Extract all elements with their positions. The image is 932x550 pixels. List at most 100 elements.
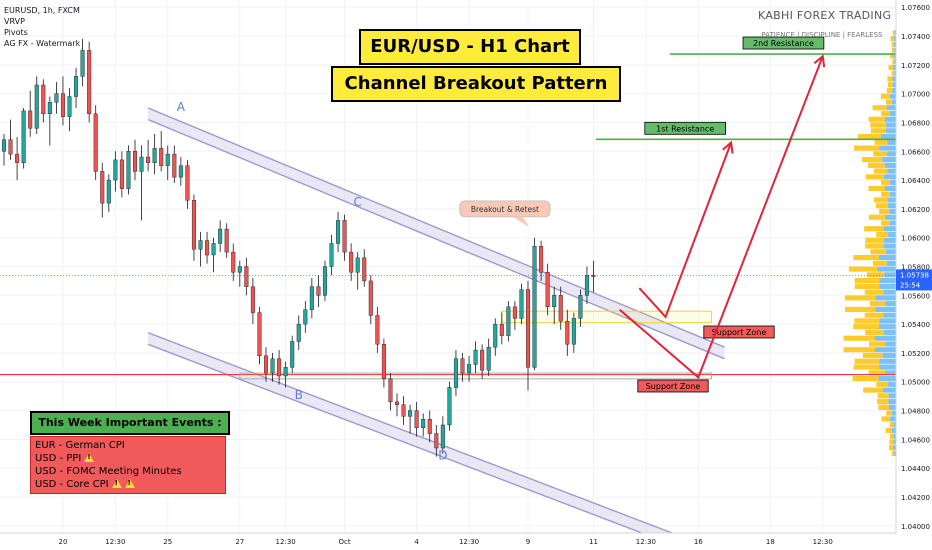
volume-profile-bar: [868, 370, 886, 376]
symbol-legend[interactable]: EURUSD, 1h, FXCM: [4, 6, 80, 15]
volume-profile-bar: [872, 105, 887, 111]
price-tick-label: 1.07000: [901, 91, 930, 99]
volume-profile-bar: [874, 139, 888, 145]
channel-lower-band: [148, 332, 673, 545]
candle-body: [545, 272, 550, 308]
price-tick-label: 1.06400: [901, 177, 930, 185]
volume-profile-bar: [854, 318, 880, 324]
volume-profile-bar: [880, 220, 890, 226]
candle-body: [41, 84, 46, 115]
volume-profile-bar: [890, 110, 896, 117]
volume-profile-bar: [844, 306, 876, 312]
candle-body: [191, 200, 196, 250]
volume-profile-bar: [881, 180, 891, 186]
candle-body: [119, 159, 124, 189]
price-tick-label: 1.06600: [901, 148, 930, 156]
volume-profile-bar: [883, 329, 896, 336]
warning-icon: [111, 479, 122, 488]
candle-body: [395, 401, 400, 405]
volume-profile-bar: [853, 254, 879, 261]
candle-body: [283, 367, 288, 377]
volume-profile-bar: [877, 399, 889, 405]
price-tick-label: 1.06000: [901, 235, 930, 243]
volume-profile-bar: [891, 41, 895, 47]
volume-profile-bar: [886, 87, 893, 94]
projection-path: [619, 55, 824, 380]
price-axis[interactable]: 1.07600 1.07400 1.07200 1.07000 1.06800 1.066…: [895, 0, 932, 550]
volume-profile-bar: [873, 151, 887, 157]
price-tick-label: 1.05200: [901, 350, 930, 358]
volume-profile-bar: [887, 168, 896, 174]
annotation-pointer: [512, 216, 529, 227]
volume-profile-bar: [873, 168, 888, 174]
event-item: USD - FOMC Meeting Minutes: [35, 466, 182, 477]
channel-lower-line: [147, 343, 673, 546]
volume-profile-bar: [870, 249, 886, 255]
time-tick-label: 12:30: [276, 538, 296, 546]
indicator-legend-pivots[interactable]: Pivots: [4, 28, 28, 37]
candle-body: [106, 179, 111, 204]
candle-body: [172, 153, 177, 178]
volume-profile-bar: [878, 404, 889, 410]
chart-subtitle: Channel Breakout Pattern: [331, 66, 621, 102]
candle-body: [244, 266, 249, 287]
volume-profile-bar: [854, 278, 880, 284]
candle-body: [434, 433, 439, 449]
volume-profile-bar: [868, 116, 886, 122]
volume-profile-bar: [853, 324, 879, 330]
candle-body: [264, 355, 269, 374]
volume-profile-bar: [875, 203, 888, 209]
volume-profile-bar: [887, 76, 893, 82]
time-tick-label: 4: [414, 538, 419, 546]
candle-body: [60, 93, 65, 117]
volume-profile-bar: [885, 341, 896, 347]
projection-path: [638, 142, 732, 319]
candle-body: [21, 110, 26, 163]
volume-profile-bar: [892, 87, 896, 94]
candle-body: [427, 418, 432, 434]
volume-profile-bar: [894, 41, 896, 47]
volume-profile-bar: [881, 416, 891, 422]
price-tick-label: 1.04600: [901, 436, 930, 444]
candle-body: [565, 321, 570, 345]
candle-body: [28, 110, 33, 129]
time-tick-label: 25: [163, 538, 172, 546]
candle-body: [231, 251, 236, 273]
volume-profile-bar: [865, 174, 884, 180]
indicator-legend-vrvp[interactable]: VRVP: [4, 17, 25, 26]
volume-profile-bar: [879, 318, 896, 324]
volume-profile-bar: [862, 352, 883, 359]
candle-body: [584, 274, 589, 296]
volume-profile-bar: [885, 116, 896, 122]
candle-body: [388, 378, 393, 403]
volume-profile-bar: [891, 99, 896, 105]
candle-body: [558, 295, 563, 322]
volume-profile-bar: [888, 445, 894, 451]
volume-profile-bar: [879, 145, 896, 151]
time-axis[interactable]: 20 12:30 25 27 12:30 Oct 4 12:30 9 11 12:30 16 18 12:…: [0, 532, 932, 550]
volume-profile-bar: [880, 133, 896, 140]
candle-body: [467, 364, 472, 374]
volume-profile-bar: [854, 283, 880, 289]
time-tick-label: Oct: [339, 538, 351, 546]
volume-profile-bar: [879, 358, 896, 364]
volume-profile-bar: [894, 59, 896, 65]
volume-profile-bar: [894, 47, 896, 53]
candle-body: [362, 257, 367, 282]
candle-body: [486, 346, 491, 371]
brand-name: KABHI FOREX TRADING: [758, 9, 892, 22]
volume-profile-bar: [890, 416, 896, 422]
volume-profile-bar: [864, 289, 884, 295]
volume-profile-bar: [885, 427, 892, 434]
price-tick-label: 1.05400: [901, 321, 930, 329]
price-tick-label: 1.07200: [901, 62, 930, 70]
indicator-legend-watermark[interactable]: AG FX - Watermark: [4, 39, 81, 48]
price-tick-label: 1.06200: [901, 206, 930, 214]
annotation-box: [459, 200, 551, 218]
volume-profile-bar: [889, 208, 896, 215]
channel-upper-line: [147, 118, 725, 360]
volume-profile-bar: [852, 375, 879, 382]
price-tick-label: 1.06800: [901, 119, 930, 127]
volume-profile-bar: [876, 381, 889, 387]
candle-body: [165, 153, 170, 166]
